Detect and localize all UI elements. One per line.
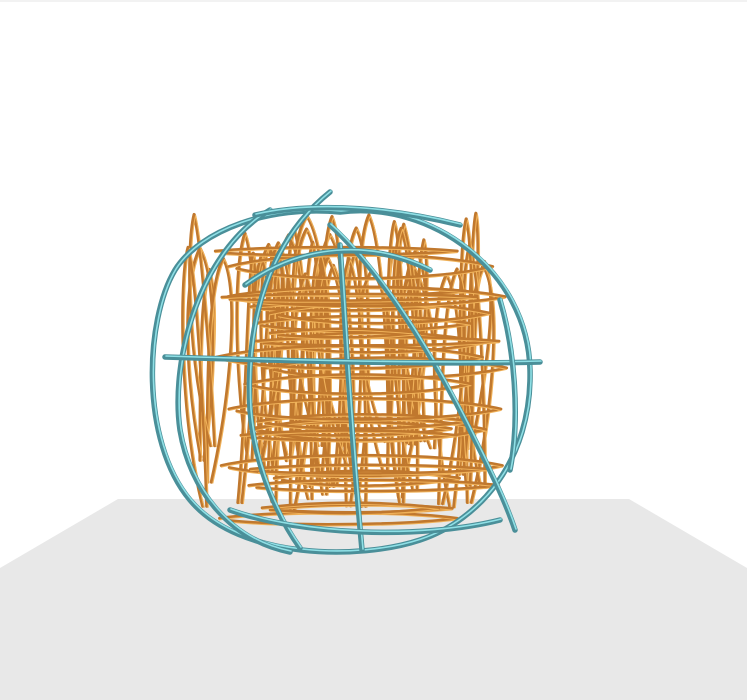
cage-ring [252,204,463,228]
inner-ring [226,285,507,308]
inner-loop [320,215,344,488]
inner-loop-highlight [318,258,354,467]
inner-ring-highlight [253,317,471,334]
cage-ring-highlight [165,355,542,363]
inner-ring [227,397,503,422]
inner-ring-highlight [220,456,503,479]
inner-ring-highlight [215,347,483,371]
cage-ring-highlight [249,190,332,548]
inner-ring [268,327,422,340]
inner-loop [391,226,420,493]
cage-ring [162,354,543,366]
inner-ring-highlight [240,431,457,443]
inner-ring [247,420,453,438]
cage-ring-highlight [255,205,462,225]
inner-ring-highlight [244,375,472,396]
inner-ring [214,344,484,371]
wire-cage [149,189,543,555]
cage-ring-highlight [330,223,517,530]
inner-loop-highlight [403,266,438,450]
cage-ring [337,242,365,553]
inner-ring [243,373,473,396]
cage-ring-highlight [340,243,364,550]
inner-ring [272,469,461,488]
inner-ring-highlight [248,423,452,438]
floor-plane [0,499,747,700]
cage-ring-highlight [245,249,432,285]
inner-ring-highlight [221,295,477,303]
cage-ring-highlight [178,208,292,552]
cage-ring [497,297,518,473]
cage-ring-highlight [152,208,532,552]
cage-ring [327,222,518,533]
top-edge [0,0,747,2]
cage-ring-highlight [500,298,518,470]
inner-ring-highlight [261,503,440,516]
inner-ring [260,501,441,515]
inner-loop-highlight [208,258,234,484]
inner-ring-highlight [227,288,506,309]
inner-ring [213,245,459,257]
cage-ring-highlight [230,508,502,533]
inner-ring-highlight [214,248,458,258]
inner-loop-highlight [183,247,209,508]
inner-ring [220,292,478,303]
inner-stroke-bundle [181,211,509,527]
inner-ring-highlight [228,399,502,422]
inner-loop [181,245,209,508]
inner-ring [239,429,458,442]
inner-loop-highlight [394,228,420,493]
